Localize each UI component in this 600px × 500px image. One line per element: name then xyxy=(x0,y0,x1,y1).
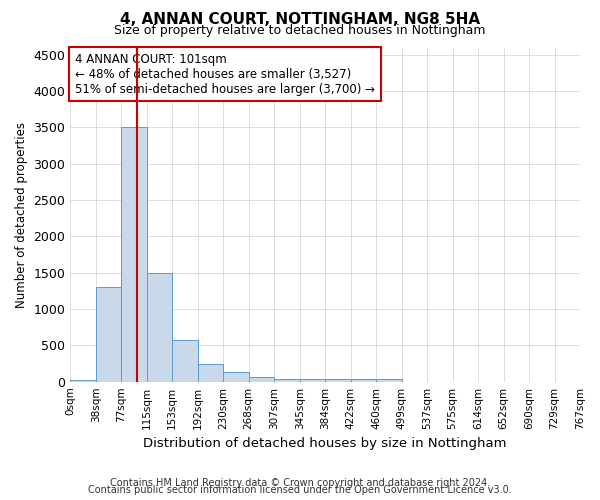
Bar xyxy=(96,287,121,382)
Text: Contains public sector information licensed under the Open Government Licence v3: Contains public sector information licen… xyxy=(88,485,512,495)
Bar xyxy=(172,340,198,382)
Text: 4, ANNAN COURT, NOTTINGHAM, NG8 5HA: 4, ANNAN COURT, NOTTINGHAM, NG8 5HA xyxy=(120,12,480,28)
Bar xyxy=(223,372,248,382)
Text: 4 ANNAN COURT: 101sqm
← 48% of detached houses are smaller (3,527)
51% of semi-d: 4 ANNAN COURT: 101sqm ← 48% of detached … xyxy=(76,52,376,96)
Text: Contains HM Land Registry data © Crown copyright and database right 2024.: Contains HM Land Registry data © Crown c… xyxy=(110,478,490,488)
Bar xyxy=(198,364,223,382)
Bar xyxy=(350,379,376,382)
Bar xyxy=(70,380,96,382)
Bar xyxy=(299,379,325,382)
Bar xyxy=(274,379,299,382)
Bar xyxy=(147,272,172,382)
Text: Size of property relative to detached houses in Nottingham: Size of property relative to detached ho… xyxy=(114,24,486,37)
Bar xyxy=(121,128,147,382)
Bar xyxy=(376,379,401,382)
X-axis label: Distribution of detached houses by size in Nottingham: Distribution of detached houses by size … xyxy=(143,437,507,450)
Bar xyxy=(248,378,274,382)
Y-axis label: Number of detached properties: Number of detached properties xyxy=(15,122,28,308)
Bar xyxy=(325,379,350,382)
